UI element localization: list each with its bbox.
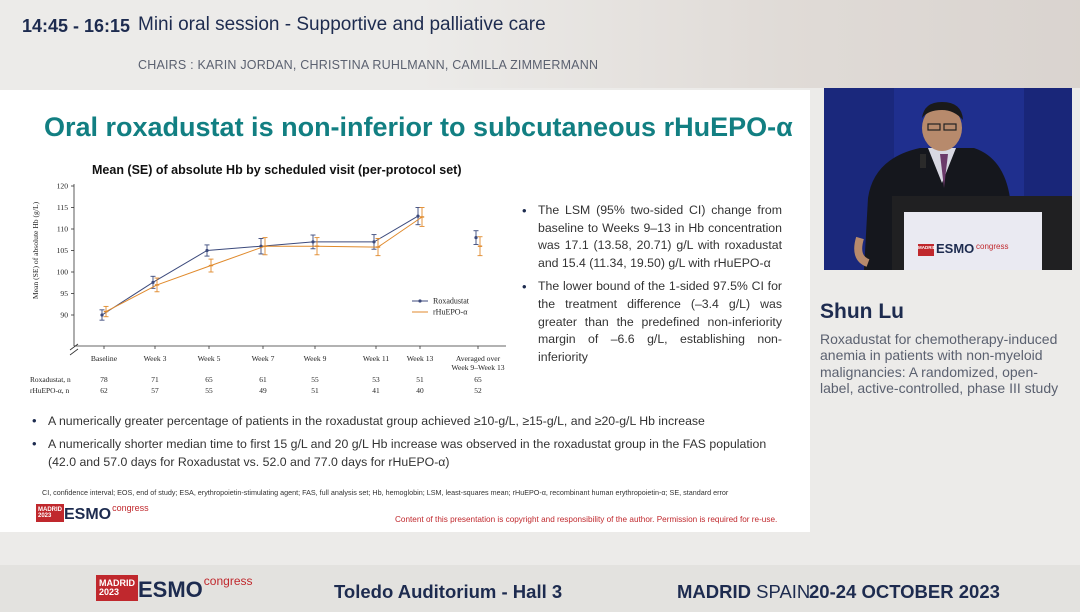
slide-title: Oral roxadustat is non-inferior to subcu… [44, 112, 793, 142]
x-tick-label: Week 9 [304, 354, 327, 363]
data-point-roxadustat [416, 214, 420, 218]
data-point-roxadustat [205, 248, 209, 253]
n-table-value: 61 [259, 375, 267, 384]
footer-bar: MADRID 2023 ESMO congress Toledo Auditor… [0, 565, 1080, 612]
n-table-row-label: Roxadustat, n [30, 375, 71, 384]
footer-logo-badge-line1: MADRID [99, 578, 135, 588]
speaker-video-frame [824, 88, 1072, 270]
n-table-value: 52 [474, 386, 482, 395]
bullet-lsm-change: The LSM (95% two-sided CI) change from b… [520, 202, 782, 272]
y-tick-label: 95 [60, 289, 68, 298]
y-tick-label: 110 [57, 225, 68, 234]
city-name: MADRID [677, 581, 751, 602]
footer-logo-congress: congress [203, 574, 253, 588]
footer-logo-word: ESMO [138, 577, 203, 602]
esmo-footer-logo: MADRID 2023 ESMO congress [96, 575, 253, 601]
n-table-value: 53 [372, 375, 380, 384]
presentation-slide: Oral roxadustat is non-inferior to subcu… [0, 90, 810, 532]
legend-marker [418, 299, 422, 303]
footer-logo-badge-line2: 2023 [99, 587, 120, 597]
session-chairs: CHAIRS : KARIN JORDAN, CHRISTINA RUHLMAN… [138, 58, 599, 72]
x-tick-label: Averaged over [456, 354, 501, 363]
series-line-rhuepo [105, 216, 423, 313]
bullet-median-time: A numerically shorter median time to fir… [30, 435, 770, 471]
venue-name: Toledo Auditorium - Hall 3 [334, 581, 563, 602]
n-table-value: 65 [205, 375, 213, 384]
footer-logo-badge: MADRID 2023 [96, 575, 138, 601]
legend-label: Roxadustat [433, 297, 470, 306]
hb-line-chart: 90 95 100 105 110 115 120 Mean (SE) of absolute… [30, 182, 506, 395]
logo-badge-line1: MADRID [38, 507, 62, 513]
x-tick-label: Week 5 [198, 354, 221, 363]
abbreviations-footnote: CI, confidence interval; EOS, end of stu… [42, 488, 729, 497]
x-tick-label: Week 11 [363, 354, 390, 363]
session-title: Mini oral session - Supportive and palli… [138, 14, 546, 35]
header-skyline-background [420, 0, 1080, 88]
chart-title: Mean (SE) of absolute Hb by scheduled vi… [92, 163, 462, 177]
x-tick-label: Week 7 [252, 354, 275, 363]
podium-logo-word: ESMO [936, 241, 975, 256]
copyright-notice: Content of this presentation is copyrigh… [395, 515, 778, 524]
data-point-roxadustat [100, 313, 104, 317]
n-table-value: 41 [372, 386, 380, 395]
n-table-value: 55 [205, 386, 213, 395]
legend-label: rHuEPO-α [433, 308, 468, 317]
secondary-bullets: A numerically greater percentage of pati… [30, 412, 770, 476]
bullet-non-inferiority: The lower bound of the 1-sided 97.5% CI … [520, 278, 782, 366]
esmo-logo-badge: MADRID 2023 [36, 504, 64, 522]
y-tick-label: 90 [60, 311, 68, 320]
y-axis-label: Mean (SE) of absolute Hb (g/L) [31, 201, 40, 299]
podium-logo-badge: MADRID [918, 245, 936, 250]
n-table-value: 40 [416, 386, 424, 395]
n-table-value: 65 [474, 375, 482, 384]
talk-title: Roxadustat for chemotherapy-induced anem… [820, 331, 1059, 396]
x-tick-label: Week 9–Week 13 [451, 363, 504, 372]
data-point-roxadustat [151, 280, 155, 284]
n-table-value: 51 [311, 386, 319, 395]
logo-word: ESMO [64, 506, 112, 523]
x-tick-label: Baseline [91, 354, 118, 363]
n-table-value: 62 [100, 386, 108, 395]
logo-badge-line2: 2023 [38, 513, 52, 519]
podium-logo-congress: congress [976, 242, 1009, 251]
n-table-row-label: rHuEPO-α, n [30, 386, 69, 395]
data-point-roxadustat [372, 240, 376, 244]
congress-dates: 20-24 OCTOBER 2023 [809, 581, 1000, 602]
esmo-logo: MADRID 2023 ESMO congress [36, 504, 149, 526]
session-time: 14:45 - 16:15 [22, 16, 131, 36]
y-tick-label: 120 [57, 182, 69, 191]
n-table-value: 78 [100, 375, 108, 384]
n-table-value: 51 [416, 375, 424, 384]
session-header: 14:45 - 16:15 Mini oral session - Suppor… [0, 0, 1080, 88]
x-tick-label: Week 13 [407, 354, 434, 363]
y-axis-break-mark [69, 343, 79, 356]
logo-congress: congress [112, 503, 149, 513]
speaker-video: MADRID ESMO congress [824, 88, 1072, 270]
x-tick-label: Week 3 [144, 354, 167, 363]
bullet-hb-increase: A numerically greater percentage of pati… [30, 412, 770, 430]
results-bullets: The LSM (95% two-sided CI) change from b… [520, 202, 782, 372]
n-table-value: 55 [311, 375, 319, 384]
y-tick-label: 105 [57, 246, 69, 255]
speaker-name: Shun Lu [820, 300, 904, 323]
n-table-value: 71 [151, 375, 159, 384]
n-table-value: 57 [151, 386, 159, 395]
series-line-roxadustat [101, 215, 419, 316]
y-tick-label: 100 [57, 268, 69, 277]
venue-city: MADRID SPAIN [677, 581, 810, 603]
y-tick-label: 115 [57, 203, 68, 212]
data-point-roxadustat [474, 236, 478, 240]
data-point-roxadustat [311, 240, 315, 244]
country-name: SPAIN [751, 581, 811, 602]
n-table-value: 49 [259, 386, 267, 395]
